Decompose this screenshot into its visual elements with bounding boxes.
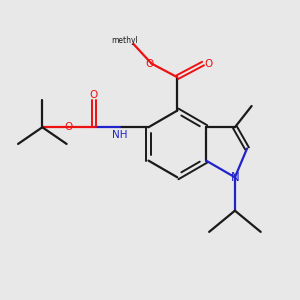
Text: O: O bbox=[204, 58, 213, 69]
Text: O: O bbox=[90, 90, 98, 100]
Text: NH: NH bbox=[112, 130, 128, 140]
Text: O: O bbox=[64, 122, 72, 132]
Text: methyl: methyl bbox=[111, 36, 138, 45]
Text: N: N bbox=[230, 171, 239, 184]
Text: O: O bbox=[146, 58, 154, 69]
